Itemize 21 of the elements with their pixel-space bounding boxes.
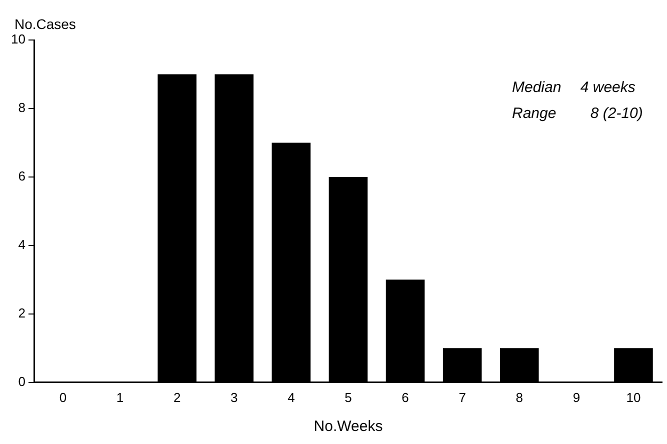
x-tick-label: 6 <box>402 390 409 405</box>
y-tick-label: 10 <box>10 32 26 47</box>
y-tick-label: 4 <box>18 237 26 252</box>
y-tick-label: 8 <box>18 100 26 116</box>
x-tick-label: 7 <box>458 390 466 405</box>
x-tick-label: 0 <box>59 390 67 405</box>
y-tick-label: 6 <box>18 168 26 184</box>
x-tick-label: 3 <box>230 390 238 405</box>
x-tick-label: 9 <box>572 390 580 405</box>
y-axis-title: No.Cases <box>14 16 76 32</box>
x-tick-label: 4 <box>288 390 295 405</box>
y-tick-label: 2 <box>18 306 26 320</box>
x-axis-title: No.Weeks <box>314 418 383 436</box>
x-tick-label: 10 <box>626 390 641 405</box>
x-tick-label: 1 <box>116 390 124 405</box>
annotation: Range 8 (2-10) <box>512 105 643 122</box>
x-tick-label: 8 <box>516 390 523 405</box>
x-tick-label: 5 <box>344 390 352 405</box>
annotation: Median 4 weeks <box>512 79 636 96</box>
y-tick-label: 0 <box>18 374 26 389</box>
x-tick-label: 2 <box>173 390 181 405</box>
